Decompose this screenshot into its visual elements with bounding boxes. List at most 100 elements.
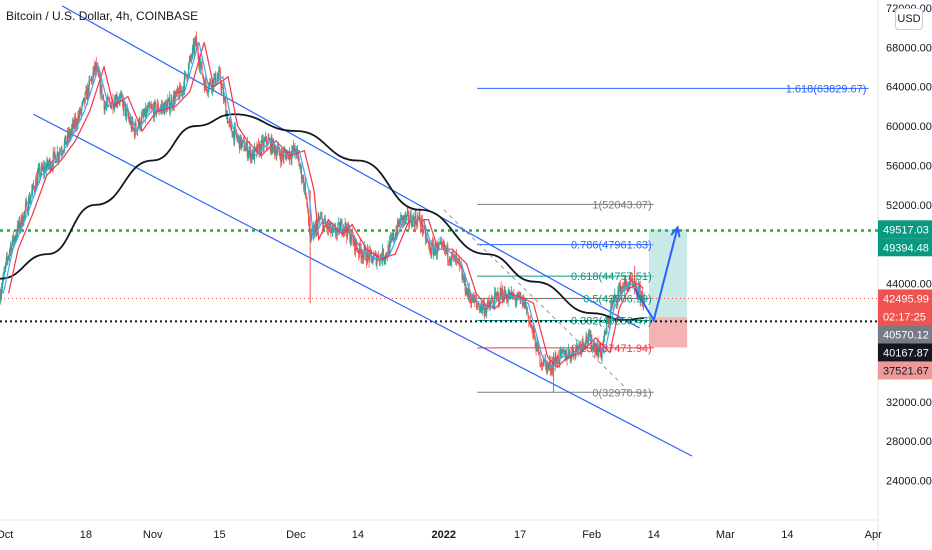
candle xyxy=(588,328,590,338)
candle-body xyxy=(463,276,466,283)
candle-body xyxy=(429,247,431,254)
candle-body xyxy=(439,243,441,245)
candle xyxy=(472,292,474,304)
candle xyxy=(232,126,234,139)
currency-button[interactable]: USD xyxy=(895,8,923,30)
candle xyxy=(335,230,338,240)
candle xyxy=(329,222,331,233)
candle-body xyxy=(532,326,534,335)
candle xyxy=(9,241,11,257)
candle xyxy=(490,294,493,305)
candle-body xyxy=(100,84,102,93)
candle-body xyxy=(242,139,244,141)
candle-body xyxy=(234,127,236,141)
candle xyxy=(537,344,540,356)
candle-body xyxy=(319,217,322,219)
candle xyxy=(164,100,167,107)
candle-body xyxy=(158,111,160,112)
candle-body xyxy=(568,350,571,354)
candle-body xyxy=(153,102,155,117)
y-tick-label: 60000.00 xyxy=(886,121,932,133)
candle xyxy=(179,82,182,93)
candle xyxy=(239,133,241,149)
candle-body xyxy=(420,221,422,227)
candle-body xyxy=(393,238,396,240)
candle xyxy=(477,302,479,311)
candle-body xyxy=(396,231,398,235)
candle xyxy=(100,77,102,95)
candle-body xyxy=(426,237,428,240)
candle-body xyxy=(592,343,594,348)
candle-body xyxy=(634,282,637,284)
x-tick-label: 17 xyxy=(514,529,526,541)
candle-body xyxy=(433,249,435,255)
candle-body xyxy=(474,299,477,301)
candle xyxy=(630,277,633,283)
candle-body xyxy=(401,215,403,216)
candle-body xyxy=(487,301,489,303)
candle-body xyxy=(416,217,419,226)
candle-body xyxy=(55,155,57,163)
candle-body xyxy=(84,93,86,103)
candle-body xyxy=(193,43,195,52)
candle xyxy=(478,305,481,314)
candle-body xyxy=(215,83,217,85)
candle xyxy=(165,99,167,114)
candle-body xyxy=(41,166,43,170)
candle-body xyxy=(233,131,235,141)
candle-body xyxy=(206,86,208,91)
candle xyxy=(169,102,171,117)
candle-body xyxy=(338,222,340,224)
candle xyxy=(203,78,205,94)
candle xyxy=(306,196,308,209)
y-tick-label: 32000.00 xyxy=(886,397,932,409)
candle-body xyxy=(639,287,641,301)
candle-body xyxy=(56,152,58,161)
candle-body xyxy=(450,260,452,262)
candle xyxy=(270,133,272,156)
candle-body xyxy=(140,116,143,126)
candle-body xyxy=(8,255,10,259)
candle-body xyxy=(418,214,420,219)
candle-body xyxy=(62,151,64,153)
candle-body xyxy=(285,153,287,160)
candle-body xyxy=(59,151,62,152)
candle xyxy=(302,174,304,183)
candle xyxy=(374,250,376,256)
candle-body xyxy=(416,222,418,226)
candle-body xyxy=(223,97,225,100)
candle-body xyxy=(497,293,499,295)
candle-body xyxy=(155,102,157,114)
candle-body xyxy=(393,233,395,240)
candle-body xyxy=(397,220,400,226)
candle xyxy=(391,231,393,242)
candle-body xyxy=(92,72,94,81)
candle-body xyxy=(122,101,124,112)
candle xyxy=(455,249,458,266)
candle-body xyxy=(269,139,271,152)
candle xyxy=(128,111,130,123)
candle xyxy=(310,233,312,244)
channel-lower-line xyxy=(33,113,693,457)
candle xyxy=(245,140,247,151)
candle-body xyxy=(15,236,17,239)
candle xyxy=(24,210,26,220)
candle-body xyxy=(90,80,92,81)
candle xyxy=(146,104,148,114)
candle xyxy=(529,315,532,328)
candle-body xyxy=(26,202,28,214)
candle xyxy=(300,162,302,174)
candle-body xyxy=(188,61,190,65)
candle xyxy=(400,212,402,226)
candle xyxy=(26,200,28,214)
candle xyxy=(362,251,365,264)
candle-body xyxy=(280,151,283,162)
candle xyxy=(443,241,446,255)
candle-body xyxy=(614,294,616,299)
candle-body xyxy=(226,113,229,123)
candle-body xyxy=(1,281,3,289)
candle-body xyxy=(505,295,507,297)
candle-body xyxy=(428,241,430,245)
candle-body xyxy=(342,232,344,234)
